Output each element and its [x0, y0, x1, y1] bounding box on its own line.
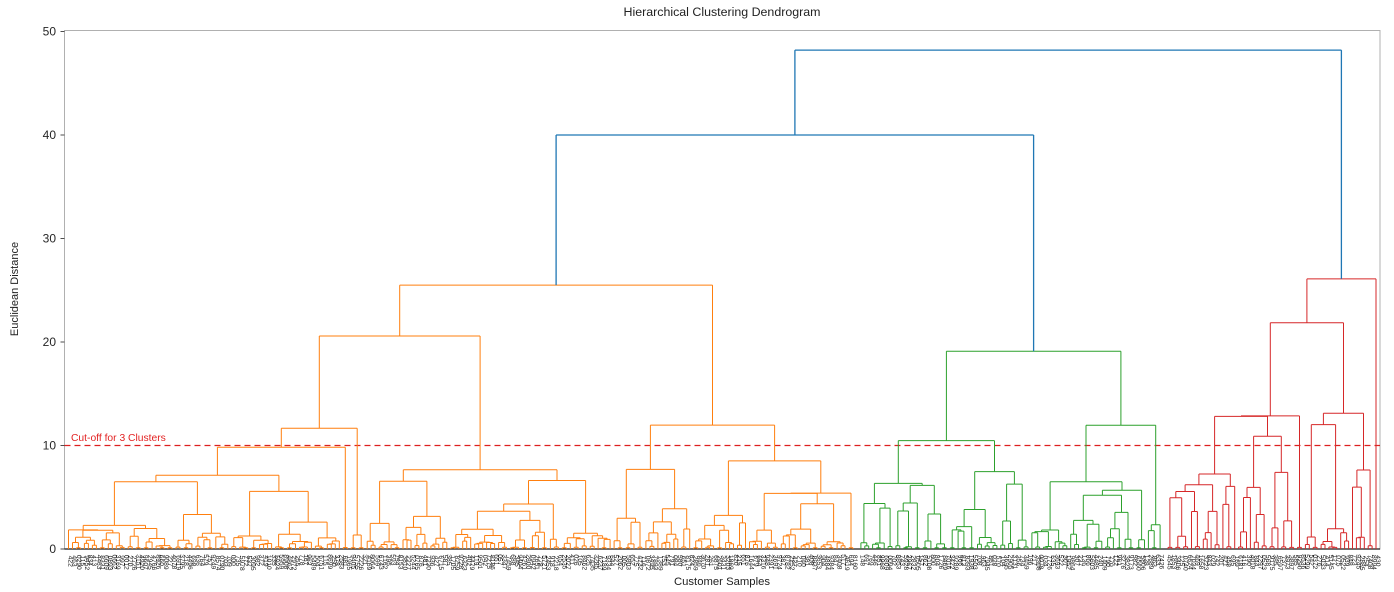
- svg-text:Hierarchical Clustering Dendro: Hierarchical Clustering Dendrogram: [624, 5, 821, 19]
- svg-text:8160: 8160: [851, 555, 858, 570]
- svg-text:430: 430: [1374, 555, 1381, 566]
- svg-text:30: 30: [43, 232, 57, 246]
- svg-text:Cut-off for 3 Clusters: Cut-off for 3 Clusters: [71, 433, 166, 444]
- svg-text:Customer Samples: Customer Samples: [674, 576, 770, 588]
- svg-text:10: 10: [43, 439, 57, 453]
- svg-text:7426: 7426: [1158, 554, 1165, 569]
- svg-text:0: 0: [49, 542, 56, 556]
- svg-text:50: 50: [43, 25, 57, 39]
- svg-text:40: 40: [43, 128, 57, 142]
- svg-text:Euclidean Distance: Euclidean Distance: [9, 242, 21, 336]
- svg-text:20: 20: [43, 335, 57, 349]
